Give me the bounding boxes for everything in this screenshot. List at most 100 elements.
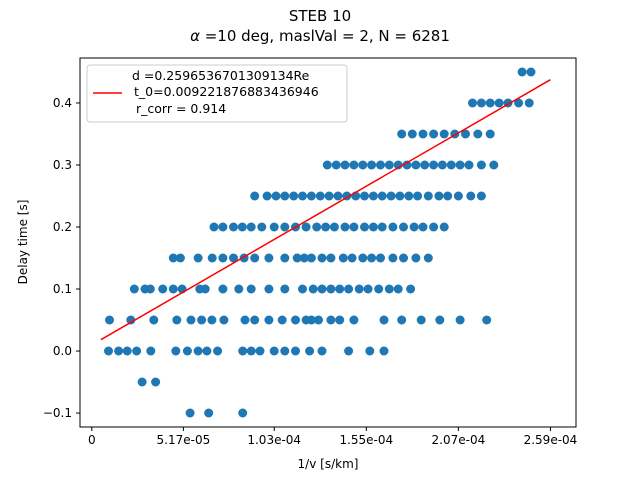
data-point <box>358 160 368 170</box>
data-point <box>367 160 377 170</box>
data-point <box>172 315 182 325</box>
data-point <box>439 129 449 139</box>
data-point <box>376 253 385 263</box>
data-point <box>280 191 290 201</box>
data-point <box>404 191 414 201</box>
data-point <box>435 315 445 325</box>
data-point <box>298 191 307 201</box>
y-axis-label: Delay time [s] <box>16 200 30 285</box>
data-point <box>418 129 428 139</box>
data-point <box>416 315 426 325</box>
data-point <box>218 222 228 232</box>
data-point <box>312 222 322 232</box>
data-point <box>464 160 474 170</box>
data-point <box>476 98 486 108</box>
data-point <box>137 377 147 387</box>
data-point <box>200 284 210 294</box>
data-point <box>379 346 389 356</box>
x-tick-label: 2.07e-04 <box>432 433 486 447</box>
data-point <box>399 222 408 232</box>
data-point <box>322 160 332 170</box>
data-point <box>347 253 357 263</box>
x-tick-label: 1.03e-04 <box>247 433 301 447</box>
chart-subtitle-text: =10 deg, maslVal = 2, N = 6281 <box>200 27 450 45</box>
data-point <box>379 315 389 325</box>
data-point <box>526 67 536 77</box>
data-point <box>399 253 408 263</box>
data-point <box>360 191 369 201</box>
data-point <box>461 129 470 139</box>
data-point <box>420 160 430 170</box>
data-point <box>299 253 309 263</box>
data-point <box>413 191 423 201</box>
data-point <box>219 315 229 325</box>
legend-line-2: t_0=0.009221876883436946 <box>134 84 319 99</box>
data-point <box>485 129 495 139</box>
data-point <box>240 315 250 325</box>
data-point <box>269 222 279 232</box>
data-point <box>411 253 421 263</box>
y-tick-label: 0.4 <box>53 96 72 110</box>
data-point <box>374 284 384 294</box>
y-tick-label: 0.3 <box>53 158 72 172</box>
data-point <box>129 284 139 294</box>
data-point <box>333 191 343 201</box>
x-tick-label: 5.17e-05 <box>157 433 211 447</box>
data-point <box>114 346 124 356</box>
data-point <box>360 222 369 232</box>
data-point <box>326 315 336 325</box>
data-point <box>397 129 407 139</box>
data-point <box>306 253 316 263</box>
data-point <box>326 253 336 263</box>
data-point <box>264 284 274 294</box>
data-point <box>185 408 195 418</box>
data-point <box>132 346 142 356</box>
legend-line-1: d =0.2596536701309134Re <box>132 68 310 83</box>
data-point <box>418 222 428 232</box>
data-point <box>182 346 192 356</box>
data-point <box>485 98 495 108</box>
data-point <box>264 315 274 325</box>
x-tick-label: 0 <box>88 433 96 447</box>
data-point <box>368 191 378 201</box>
data-point <box>354 284 364 294</box>
data-point <box>365 346 375 356</box>
data-point <box>145 284 155 294</box>
data-point <box>105 315 114 325</box>
data-point <box>204 408 214 418</box>
data-point <box>368 222 378 232</box>
legend-box <box>86 64 348 123</box>
data-point <box>397 315 407 325</box>
x-tick-label: 1.55e-04 <box>339 433 393 447</box>
x-axis-ticks: 0 5.17e-05 1.03e-04 1.55e-04 2.07e-04 2.59e-0… <box>88 427 577 447</box>
data-point <box>218 253 228 263</box>
data-point <box>377 191 387 201</box>
data-point <box>367 253 377 263</box>
data-point <box>429 129 439 139</box>
data-point <box>411 160 421 170</box>
data-point <box>363 284 373 294</box>
data-point <box>186 315 196 325</box>
data-point <box>237 222 247 232</box>
data-point <box>246 346 256 356</box>
data-point <box>104 346 113 356</box>
data-point <box>466 191 476 201</box>
data-point <box>298 284 307 294</box>
data-point <box>213 346 223 356</box>
data-point <box>321 222 331 232</box>
data-point <box>473 129 483 139</box>
legend-line-3: r_corr = 0.914 <box>136 101 226 116</box>
data-point <box>344 284 354 294</box>
data-point <box>158 284 168 294</box>
data-point <box>395 191 405 201</box>
x-axis-label: 1/v [s/km] <box>298 457 359 471</box>
y-tick-label: 0.1 <box>53 282 72 296</box>
data-point <box>349 160 359 170</box>
data-point <box>338 253 348 263</box>
data-point <box>349 315 359 325</box>
data-point <box>271 191 281 201</box>
data-point <box>289 191 299 201</box>
data-point <box>423 253 433 263</box>
